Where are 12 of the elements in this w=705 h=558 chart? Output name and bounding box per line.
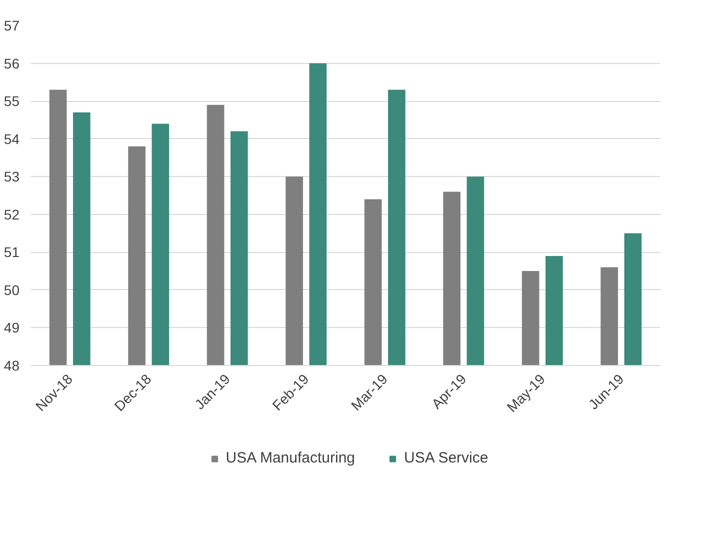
y-tick-label: 53 — [4, 168, 20, 185]
y-tick-label: 52 — [4, 206, 20, 222]
y-tick-label: 55 — [4, 93, 20, 110]
y-tick-label: 48 — [4, 358, 20, 374]
y-tick-label: 54 — [4, 130, 20, 147]
y-tick-label: 56 — [4, 55, 20, 72]
legend-label: USA Manufacturing — [226, 450, 356, 466]
y-tick-label: 49 — [4, 320, 20, 336]
y-tick-label: 50 — [4, 282, 20, 298]
legend-label: USA Service — [404, 450, 488, 466]
y-tick-label: 57 — [4, 18, 20, 34]
y-tick-label: 51 — [4, 244, 20, 260]
